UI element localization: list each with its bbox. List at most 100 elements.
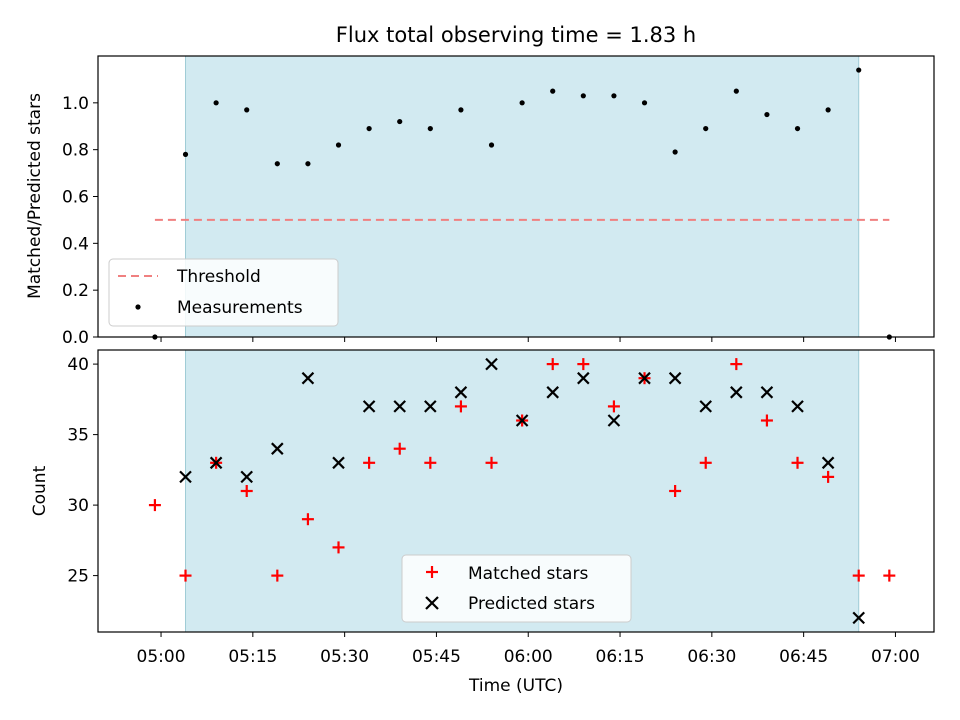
measurement-point [397,118,403,125]
ratio-y-tick-label: 0.2 [62,281,89,301]
legend-measurements-label: Measurements [177,298,303,318]
predicted-star-point [760,386,774,399]
measurement-point [856,67,862,73]
measurement-point [427,125,433,132]
legend-matched-label: Matched stars [468,564,588,584]
x-tick-label: 06:00 [504,647,553,667]
measurement-point [458,107,464,113]
measurement-point [580,93,586,99]
measurement-point [182,151,189,157]
matched-star-point [301,513,314,526]
matched-star-point [730,358,743,371]
legend-measurements-swatch [135,304,141,310]
matched-star-point [699,456,712,469]
predicted-star-point [821,456,835,470]
count-y-tick-label: 25 [67,567,89,587]
ratio-y-tick-label: 1.0 [62,94,89,114]
count-y-tick-label: 40 [67,355,89,375]
ratio-y-tick-label: 0.6 [62,188,89,208]
ratio-y-tick-label: 0.8 [62,141,89,161]
matched-star-point [332,541,345,554]
matched-star-point [546,358,559,371]
matched-star-point [454,400,467,413]
predicted-star-point [638,371,651,385]
x-tick-label: 06:45 [779,647,828,667]
ratio-legend: Threshold Measurements [108,258,339,327]
matched-star-point [607,400,620,413]
predicted-star-point [699,400,712,413]
measurement-point [611,93,617,99]
x-tick-label: 05:15 [228,647,277,667]
x-tick-label: 06:15 [596,647,645,667]
measurement-point [488,142,495,148]
ratio-y-axis-label: Matched/Predicted stars [25,93,45,299]
count-legend: Matched stars Predicted stars [401,554,632,623]
predicted-star-point [730,386,743,399]
ratio-y-tick-label: 0.4 [62,234,89,254]
measurement-point [519,100,525,106]
count-panel: 25 30 35 40 05:00 05:15 05:30 05:45 06:00 06:15 0… [30,349,935,696]
legend-threshold-label: Threshold [176,267,261,287]
count-y-tick-label: 30 [67,496,89,516]
predicted-star-point [424,400,437,413]
predicted-star-point [515,414,529,427]
matched-star-point [822,470,835,483]
matched-star-point [760,414,773,427]
matched-star-point [271,569,284,582]
matched-star-point [240,485,253,497]
matched-star-point [393,442,406,455]
matched-star-point [148,499,161,512]
predicted-star-point [546,386,559,399]
x-axis-label: Time (UTC) [468,676,563,696]
x-tick-label: 05:00 [137,647,186,667]
matched-star-point [669,485,682,497]
predicted-star-point [240,470,253,484]
measurement-point [825,107,831,113]
measurement-point [764,111,770,118]
measurement-point [641,100,648,106]
predicted-star-point [668,371,682,385]
measurement-point [733,88,739,94]
predicted-star-point [209,456,223,470]
legend-predicted-swatch [425,596,439,610]
count-panel-frame [97,349,935,633]
measurement-point [335,142,342,148]
matched-star-point [852,569,865,582]
matched-star-point [791,456,804,469]
x-tick-label: 07:00 [871,647,920,667]
predicted-star-point [607,414,621,427]
x-tick-label: 06:30 [687,647,736,667]
measurement-point [366,125,372,132]
measurement-point [213,100,219,106]
predicted-star-point [577,371,590,385]
legend-predicted-label: Predicted stars [468,594,595,614]
measurement-point [274,161,280,167]
matched-star-point [883,569,896,582]
predicted-star-point [362,400,376,413]
measurement-point [794,125,801,132]
x-tick-label: 05:30 [320,647,369,667]
predicted-star-point [301,371,315,385]
measurement-point [550,88,556,94]
measurement-point [703,125,709,132]
matched-star-point [485,456,498,469]
matched-star-point [179,569,192,582]
predicted-star-point [271,442,284,455]
measurement-point [244,107,250,113]
chart-title: Flux total observing time = 1.83 h [336,23,696,47]
predicted-star-point [852,611,866,625]
predicted-star-point [485,357,498,371]
ratio-panel: 0.0 0.2 0.4 0.6 0.8 1.0 Matched/Predicted sta… [25,55,935,348]
predicted-star-point [454,386,468,399]
matched-star-point [577,358,590,371]
measurement-point [672,149,678,155]
measurement-point [305,161,311,167]
count-y-tick-label: 35 [67,426,89,446]
predicted-star-point [332,456,345,470]
matched-star-point [424,456,437,469]
predicted-star-point [791,400,804,413]
ratio-y-tick-label: 0.0 [62,328,89,348]
predicted-star-point [179,470,192,484]
predicted-star-point [393,400,406,413]
